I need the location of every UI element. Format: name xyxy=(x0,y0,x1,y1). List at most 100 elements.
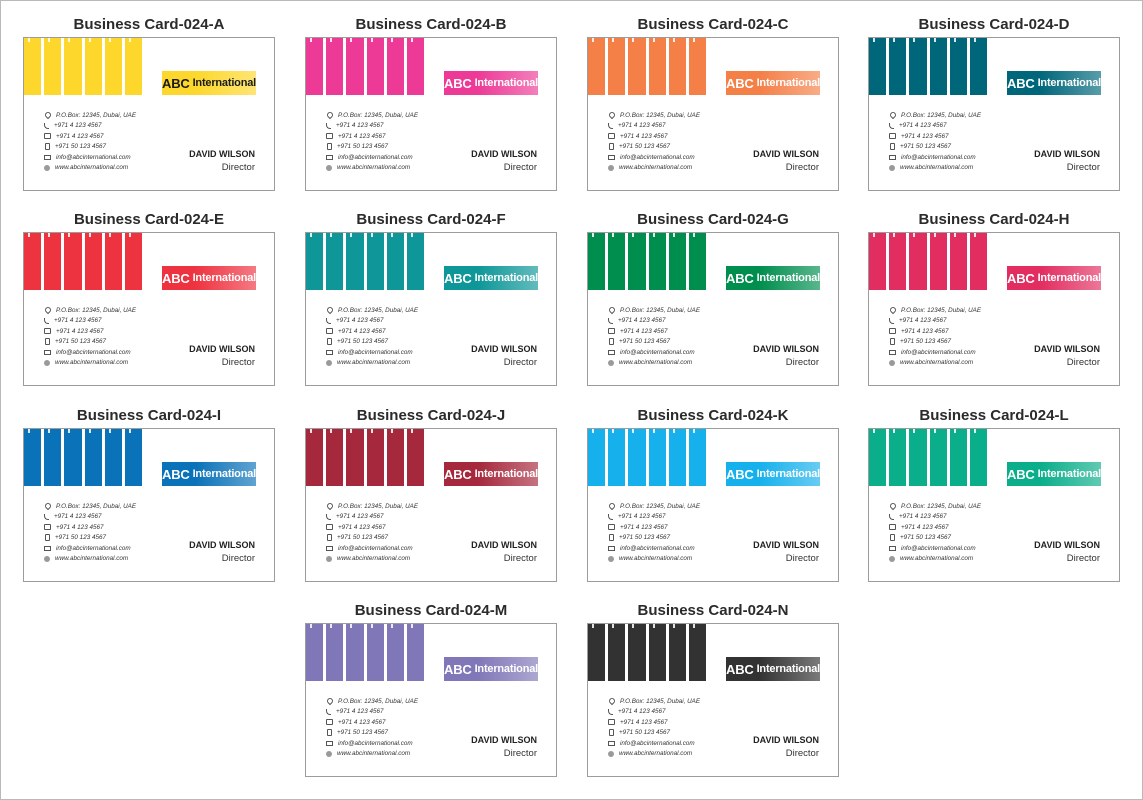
color-stripe xyxy=(628,38,646,95)
color-stripe xyxy=(608,233,626,290)
mail-icon xyxy=(326,349,333,355)
business-card: ABC International P.O.Box: 12345, Dubai,… xyxy=(587,232,839,386)
mobile-icon xyxy=(327,338,332,346)
contact-text: www.abcinternational.com xyxy=(55,359,129,367)
location-pin-icon xyxy=(888,502,898,511)
stripe-group xyxy=(306,624,425,681)
contact-row: info@abcinternational.com xyxy=(326,738,418,749)
location-pin-icon xyxy=(607,111,617,120)
brand-main: ABC xyxy=(726,661,754,677)
color-stripe xyxy=(668,38,686,95)
contact-text: +971 4 123 4567 xyxy=(618,708,666,716)
card-title: Business Card-024-G xyxy=(637,211,789,228)
contact-row: www.abcinternational.com xyxy=(44,163,136,174)
color-stripe xyxy=(588,38,606,95)
color-stripe xyxy=(688,624,707,681)
mobile-icon xyxy=(890,338,895,346)
contact-row: +971 4 123 4567 xyxy=(608,326,700,337)
location-pin-icon xyxy=(43,306,53,315)
contact-row: +971 50 123 4567 xyxy=(608,728,700,739)
mobile-icon xyxy=(327,143,332,151)
contact-text: info@abcinternational.com xyxy=(338,739,413,747)
brand-rest: International xyxy=(756,77,821,89)
card-title: Business Card-024-K xyxy=(637,407,789,424)
contact-text: +971 4 123 4567 xyxy=(338,523,386,531)
contact-text: info@abcinternational.com xyxy=(338,348,413,356)
color-stripe xyxy=(929,429,947,486)
color-stripe xyxy=(306,38,324,95)
contact-text: info@abcinternational.com xyxy=(56,153,131,161)
color-stripe xyxy=(688,38,707,95)
person-role: Director xyxy=(1066,162,1100,173)
contact-row: +971 4 123 4567 xyxy=(608,131,700,142)
mobile-icon xyxy=(327,534,332,542)
color-stripe xyxy=(949,38,967,95)
contact-text: www.abcinternational.com xyxy=(900,555,974,563)
contact-text: P.O.Box: 12345, Dubai, UAE xyxy=(56,502,137,510)
contact-row: +971 4 123 4567 xyxy=(44,326,136,337)
color-stripe xyxy=(688,429,707,486)
contact-text: +971 50 123 4567 xyxy=(337,143,388,151)
person-role: Director xyxy=(1066,357,1100,368)
brand-main: ABC xyxy=(1007,466,1035,482)
contact-list: P.O.Box: 12345, Dubai, UAE +971 4 123 45… xyxy=(607,696,700,760)
fax-icon xyxy=(44,133,51,140)
contact-text: +971 4 123 4567 xyxy=(336,122,384,130)
color-stripe xyxy=(648,624,666,681)
mobile-icon xyxy=(45,143,50,151)
business-card-variant: Business Card-024-F ABC International P.… xyxy=(305,211,557,387)
contact-row: +971 4 123 4567 xyxy=(326,326,418,337)
business-card-variant: Business Card-024-G ABC International P.… xyxy=(587,211,839,387)
contact-text: P.O.Box: 12345, Dubai, UAE xyxy=(338,502,419,510)
color-stripe xyxy=(628,429,646,486)
mail-icon xyxy=(889,154,896,160)
stripe-group xyxy=(24,38,143,95)
brand-logo: ABC International xyxy=(444,462,538,486)
color-stripe xyxy=(628,624,646,681)
brand-logo: ABC International xyxy=(726,657,820,681)
color-stripe xyxy=(889,233,907,290)
brand-main: ABC xyxy=(726,75,754,91)
contact-row: +971 50 123 4567 xyxy=(44,337,136,348)
location-pin-icon xyxy=(43,502,53,511)
contact-row: +971 4 123 4567 xyxy=(326,707,418,718)
contact-row: info@abcinternational.com xyxy=(889,347,981,358)
business-card-variant: Business Card-024-C ABC International P.… xyxy=(587,16,839,192)
business-card-variant: Business Card-024-H ABC International P.… xyxy=(868,211,1120,387)
contact-row: www.abcinternational.com xyxy=(889,554,981,565)
color-stripe xyxy=(869,38,887,95)
brand-main: ABC xyxy=(726,270,754,286)
person-name: DAVID WILSON xyxy=(471,149,537,159)
color-stripe xyxy=(84,38,102,95)
stripe-group xyxy=(306,38,425,95)
color-stripe xyxy=(346,624,364,681)
contact-row: +971 4 123 4567 xyxy=(889,522,981,533)
mobile-icon xyxy=(45,534,50,542)
contact-row: P.O.Box: 12345, Dubai, UAE xyxy=(607,110,700,121)
contact-text: +971 4 123 4567 xyxy=(336,317,384,325)
business-card-variant: Business Card-024-M ABC International P.… xyxy=(305,602,557,778)
business-card-variant: Business Card-024-K ABC International P.… xyxy=(587,407,839,583)
brand-logo: ABC International xyxy=(1007,71,1101,95)
contact-text: P.O.Box: 12345, Dubai, UAE xyxy=(901,306,982,314)
contact-row: www.abcinternational.com xyxy=(889,358,981,369)
contact-row: info@abcinternational.com xyxy=(44,543,136,554)
brand-rest: International xyxy=(1037,272,1102,284)
stripe-group xyxy=(588,38,707,95)
contact-text: +971 4 123 4567 xyxy=(901,327,949,335)
contact-row: +971 4 123 4567 xyxy=(608,316,700,327)
location-pin-icon xyxy=(888,306,898,315)
person-role: Director xyxy=(503,748,537,759)
person-role: Director xyxy=(503,553,537,564)
contact-text: P.O.Box: 12345, Dubai, UAE xyxy=(620,306,701,314)
color-stripe xyxy=(588,624,606,681)
person-role: Director xyxy=(785,553,819,564)
contact-row: info@abcinternational.com xyxy=(608,543,700,554)
brand-rest: International xyxy=(1037,468,1102,480)
contact-row: www.abcinternational.com xyxy=(608,749,700,760)
contact-row: +971 50 123 4567 xyxy=(326,142,418,153)
color-stripe xyxy=(949,429,967,486)
fax-icon xyxy=(889,328,896,335)
contact-list: P.O.Box: 12345, Dubai, UAE +971 4 123 45… xyxy=(43,501,137,564)
brand-logo: ABC International xyxy=(1007,462,1101,486)
